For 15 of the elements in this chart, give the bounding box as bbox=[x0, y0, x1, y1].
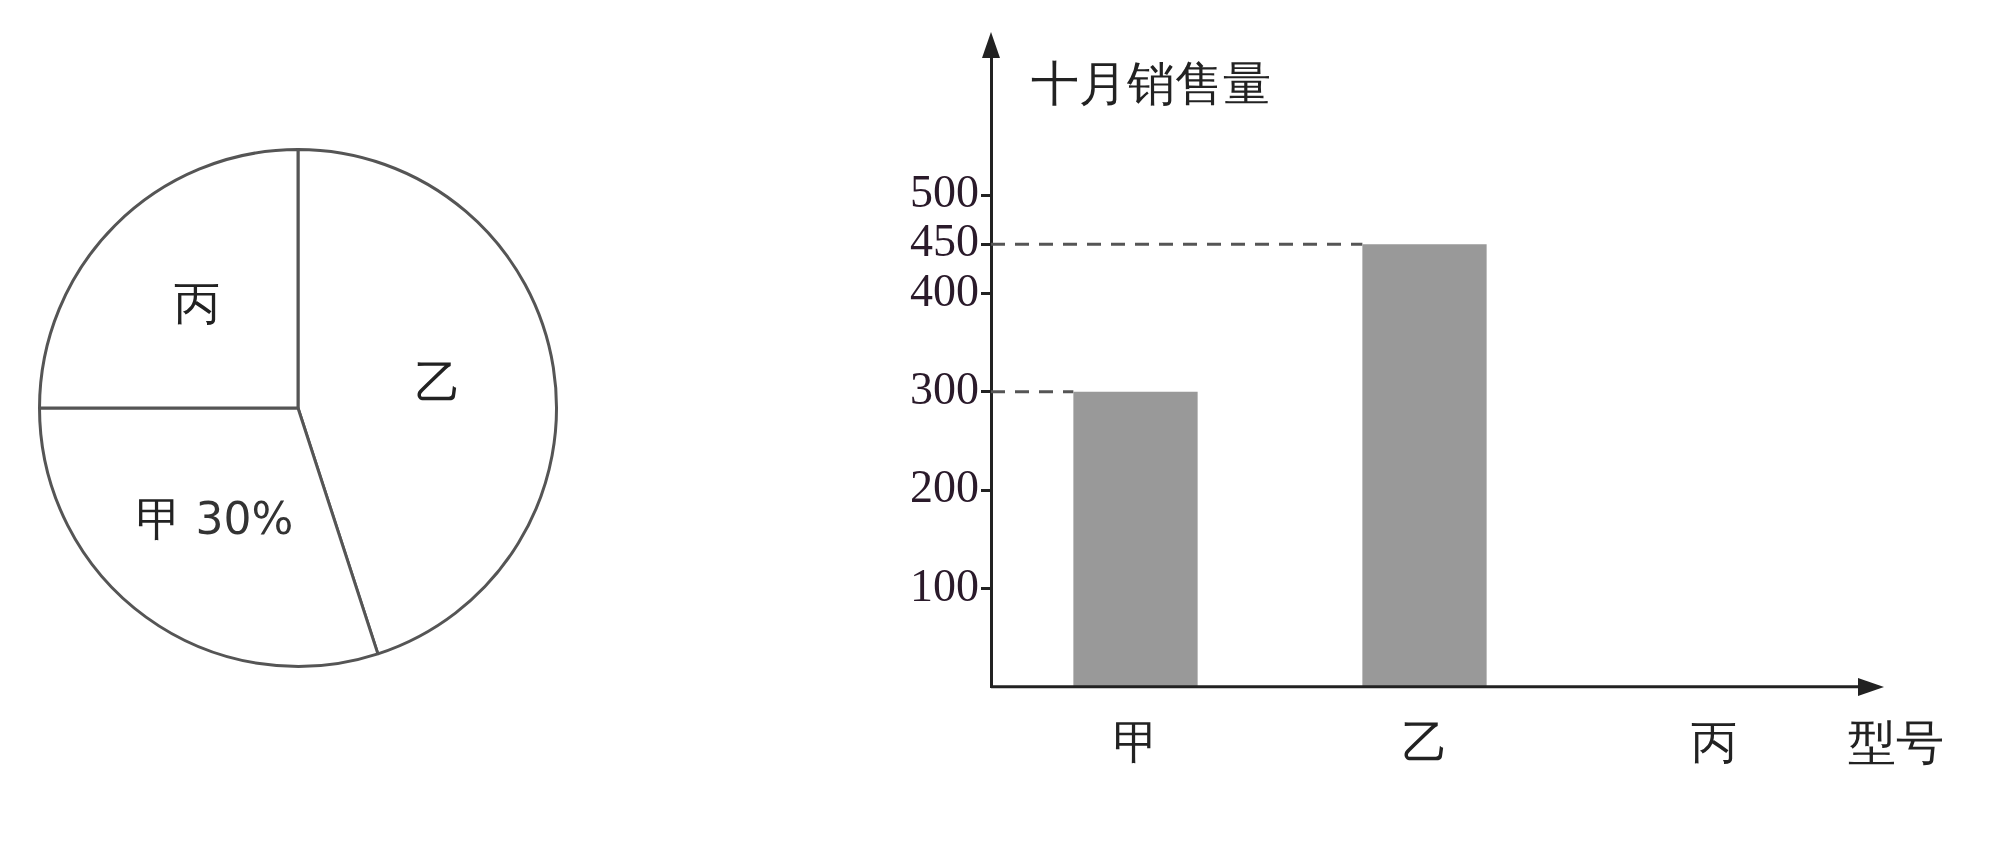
y-axis-title: 十月销售量 bbox=[1031, 55, 1271, 112]
y-tick-label: 100 bbox=[910, 559, 979, 611]
y-tick-label: 200 bbox=[910, 461, 979, 513]
y-tick-label: 400 bbox=[910, 264, 979, 316]
y-tick-label: 500 bbox=[910, 166, 979, 218]
data-label: 30% bbox=[195, 493, 294, 545]
x-tick-label: 甲 bbox=[1112, 715, 1159, 770]
slice-label: 丙 bbox=[174, 276, 221, 331]
y-tick-label: 300 bbox=[910, 362, 979, 414]
slice-label: 甲 bbox=[135, 491, 182, 546]
x-tick-label: 乙 bbox=[1401, 715, 1448, 770]
slice-label: 乙 bbox=[415, 354, 462, 409]
x-tick-label: 丙 bbox=[1690, 715, 1737, 770]
x-axis-title: 型号 bbox=[1848, 714, 1944, 771]
y-tick-label: 450 bbox=[910, 215, 979, 267]
